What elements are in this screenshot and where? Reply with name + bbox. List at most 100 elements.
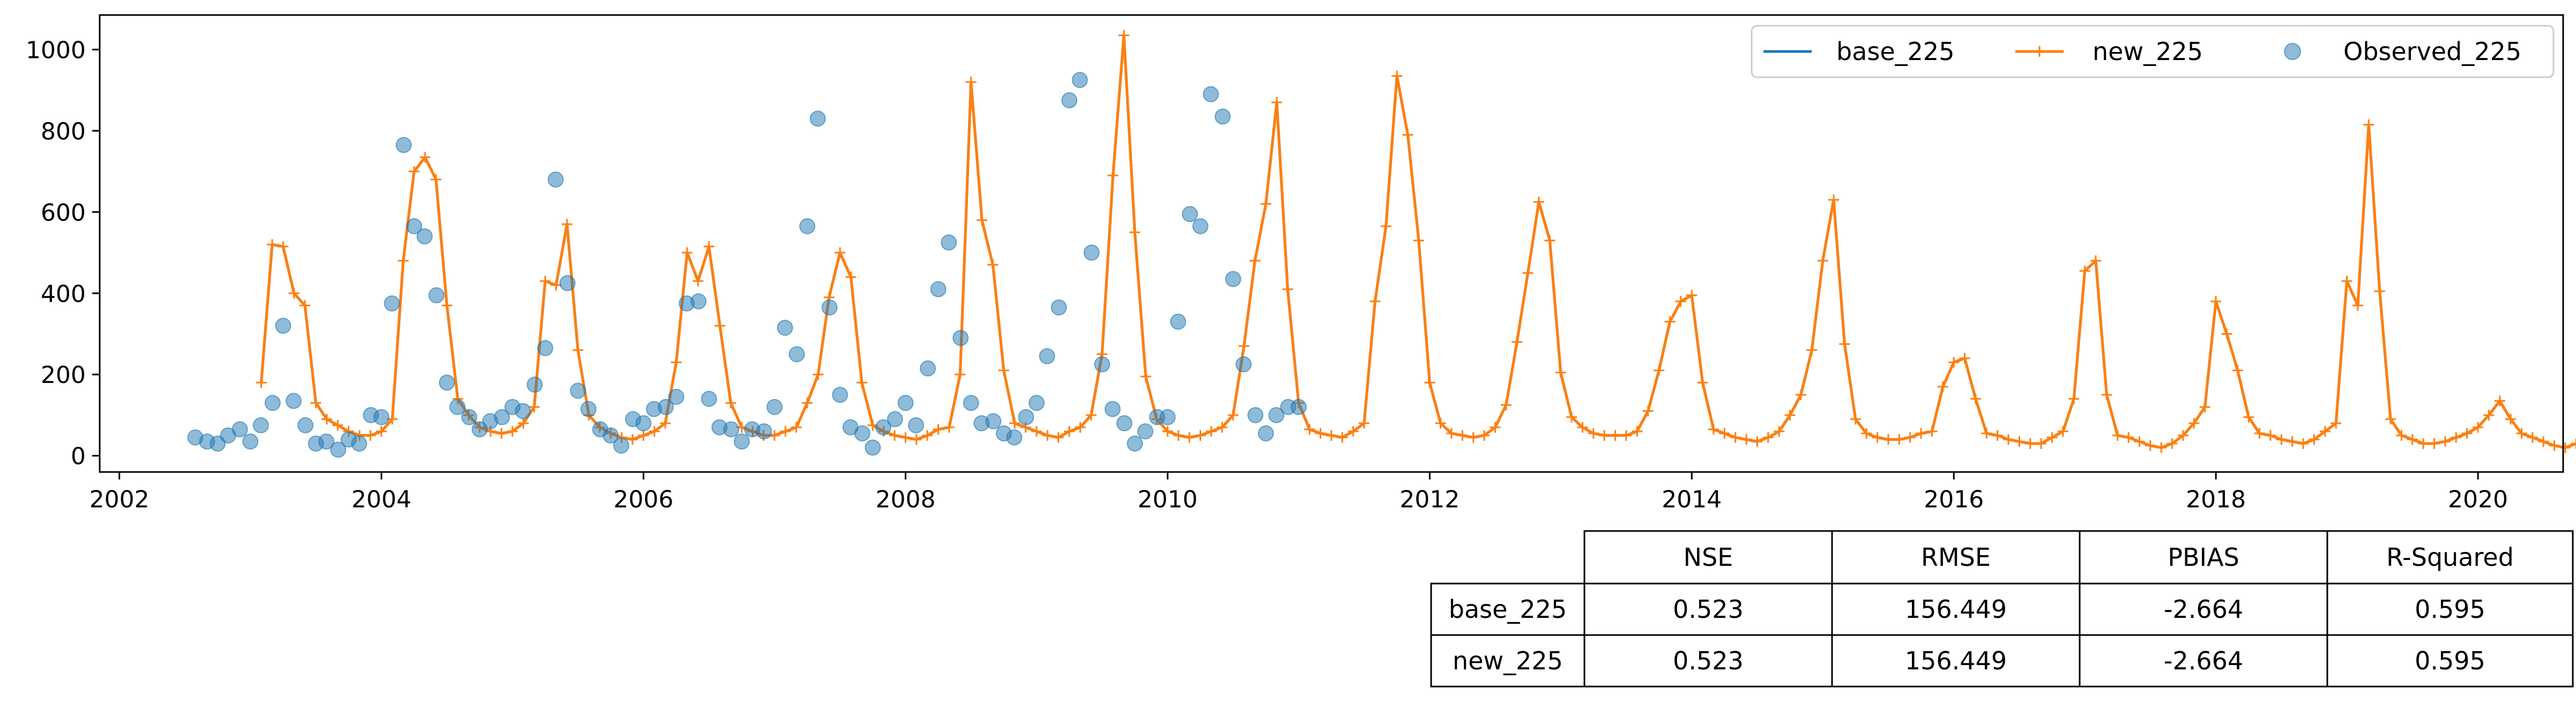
table-header: RMSE: [1921, 543, 1991, 572]
new-point: [1959, 352, 1970, 364]
observed-point: [461, 409, 478, 425]
observed-point: [613, 437, 629, 454]
new-point: [561, 219, 572, 230]
new-point: [835, 247, 846, 259]
table-value: 0.523: [1673, 595, 1744, 624]
new-point: [398, 255, 409, 267]
new-point: [627, 434, 638, 445]
new-point: [1118, 29, 1129, 41]
legend-new-label: new_225: [2093, 37, 2203, 66]
y-tick-label: 600: [41, 199, 86, 226]
new-point: [1784, 409, 1796, 420]
observed-point: [766, 399, 783, 415]
new-point: [1861, 428, 1872, 439]
new-point: [1205, 426, 1217, 437]
new-point: [2145, 440, 2156, 451]
new-point: [1402, 129, 1413, 141]
new-point: [299, 300, 310, 311]
observed-point: [723, 421, 740, 438]
observed-point: [1137, 423, 1153, 440]
table-cell: [1831, 582, 2081, 636]
new-point: [660, 418, 671, 429]
new-point: [889, 430, 900, 441]
x-tick-label: 2016: [1924, 486, 1984, 513]
new-point: [1719, 428, 1730, 439]
observed-point: [1159, 409, 1176, 425]
new-point: [2112, 430, 2123, 441]
new-point: [714, 320, 726, 331]
observed-point: [875, 419, 891, 436]
new-point: [1238, 341, 1249, 352]
observed-point: [1071, 72, 1088, 88]
new-point: [1512, 336, 1523, 348]
new-point: [791, 422, 802, 433]
new-point: [2319, 426, 2331, 437]
new-point: [278, 241, 289, 252]
observed-point: [264, 395, 281, 411]
new-point: [518, 418, 529, 429]
new-point: [1566, 411, 1577, 423]
observed-point: [351, 435, 368, 452]
new-point: [1031, 426, 1042, 437]
new-point: [1708, 424, 1719, 435]
new-point: [813, 369, 824, 380]
observed-point: [635, 415, 652, 432]
table-cell: [1583, 582, 1833, 636]
new-point: [2451, 432, 2462, 443]
new-point: [496, 428, 507, 439]
new-point: [1544, 235, 1555, 246]
new-point: [2101, 389, 2112, 401]
new-point: [1522, 267, 1533, 278]
legend-base-label: base_225: [1836, 37, 1954, 66]
new-point: [1741, 434, 1752, 445]
observed-point: [865, 439, 881, 456]
new-point: [332, 419, 344, 431]
observed-point: [920, 360, 936, 377]
new-point: [922, 430, 933, 441]
x-tick-label: 2006: [614, 486, 674, 513]
new-point: [2090, 255, 2101, 267]
observed-point: [756, 423, 772, 440]
new-point: [681, 247, 693, 259]
new-point: [1610, 430, 1621, 441]
new-point: [933, 424, 944, 435]
new-point: [1413, 235, 1424, 246]
x-tick-label: 2018: [2186, 486, 2246, 513]
table-header-cell: [2079, 530, 2328, 585]
table-value: 0.595: [2415, 595, 2485, 624]
table-cell: [2326, 582, 2574, 636]
new-series-line: [259, 34, 2576, 449]
new-point: [1894, 434, 1905, 445]
new-point: [1063, 426, 1075, 437]
new-point: [2429, 438, 2440, 449]
new-point: [430, 174, 442, 185]
observed-point: [1290, 399, 1307, 415]
new-point: [408, 166, 420, 177]
new-point: [1391, 70, 1403, 82]
observed-point: [406, 218, 422, 234]
x-tick-label: 2014: [1662, 486, 1722, 513]
new-point: [2057, 426, 2068, 437]
new-point: [2079, 265, 2090, 277]
new-point: [1795, 389, 1806, 401]
new-point: [2177, 430, 2188, 441]
new-point: [1642, 405, 1654, 417]
observed-point: [799, 218, 816, 234]
new-point: [2287, 436, 2298, 447]
observed-point: [963, 395, 979, 411]
new-point: [365, 430, 376, 441]
new-point: [1282, 284, 1293, 295]
new-point: [2559, 442, 2571, 453]
new-point: [1774, 426, 1785, 437]
observed-point: [428, 287, 445, 304]
new-point: [1817, 255, 1828, 267]
new-point: [2243, 411, 2254, 423]
new-point: [638, 430, 649, 441]
new-point: [2166, 438, 2178, 449]
observed-point: [416, 228, 433, 245]
new-point: [1162, 426, 1173, 437]
new-point: [2407, 434, 2418, 445]
observed-point: [449, 399, 466, 415]
new-point: [1195, 430, 1206, 441]
new-point: [2571, 438, 2576, 449]
